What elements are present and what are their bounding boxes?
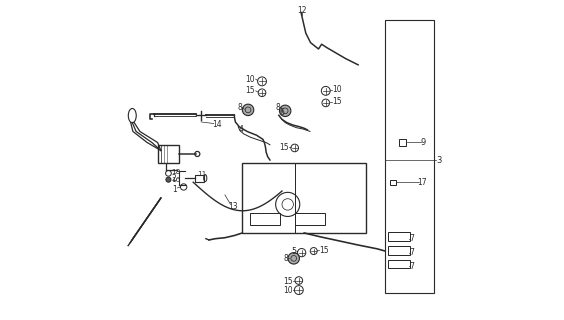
Bar xyxy=(158,145,179,163)
Text: 1: 1 xyxy=(172,185,177,194)
Text: 15: 15 xyxy=(319,245,329,255)
Text: 18: 18 xyxy=(171,169,181,175)
Text: 17: 17 xyxy=(417,178,426,187)
Text: 15: 15 xyxy=(279,143,288,152)
Circle shape xyxy=(280,105,291,116)
Text: 10: 10 xyxy=(245,75,255,84)
Text: 6: 6 xyxy=(280,108,284,117)
Bar xyxy=(294,213,325,225)
Text: 15: 15 xyxy=(284,277,293,286)
Text: 15: 15 xyxy=(245,86,255,95)
Bar xyxy=(385,20,434,293)
Text: 8: 8 xyxy=(284,254,288,263)
Text: 8: 8 xyxy=(276,103,280,112)
Text: 13: 13 xyxy=(228,202,237,211)
Bar xyxy=(387,232,410,241)
Bar xyxy=(250,213,280,225)
Text: 4: 4 xyxy=(239,125,244,134)
Text: 12: 12 xyxy=(297,6,306,15)
Bar xyxy=(243,163,366,233)
Text: 3: 3 xyxy=(437,156,442,164)
Text: 16: 16 xyxy=(171,177,181,183)
Text: 10: 10 xyxy=(284,286,293,295)
Text: 7: 7 xyxy=(409,262,415,271)
Circle shape xyxy=(243,104,254,116)
Text: 7: 7 xyxy=(409,248,415,258)
Text: 5: 5 xyxy=(292,246,296,256)
Text: 7: 7 xyxy=(409,234,415,243)
Text: 14: 14 xyxy=(212,120,222,129)
Bar xyxy=(390,180,395,185)
Bar xyxy=(195,175,204,181)
Circle shape xyxy=(166,177,171,182)
Bar xyxy=(387,246,410,255)
Text: 11: 11 xyxy=(197,171,206,177)
Text: 10: 10 xyxy=(332,85,342,94)
Bar xyxy=(387,260,410,268)
Circle shape xyxy=(288,252,299,264)
Text: 2: 2 xyxy=(172,173,177,183)
Text: 9: 9 xyxy=(421,138,426,147)
Text: 8: 8 xyxy=(237,103,243,112)
Bar xyxy=(399,139,406,146)
Text: 15: 15 xyxy=(332,97,342,106)
